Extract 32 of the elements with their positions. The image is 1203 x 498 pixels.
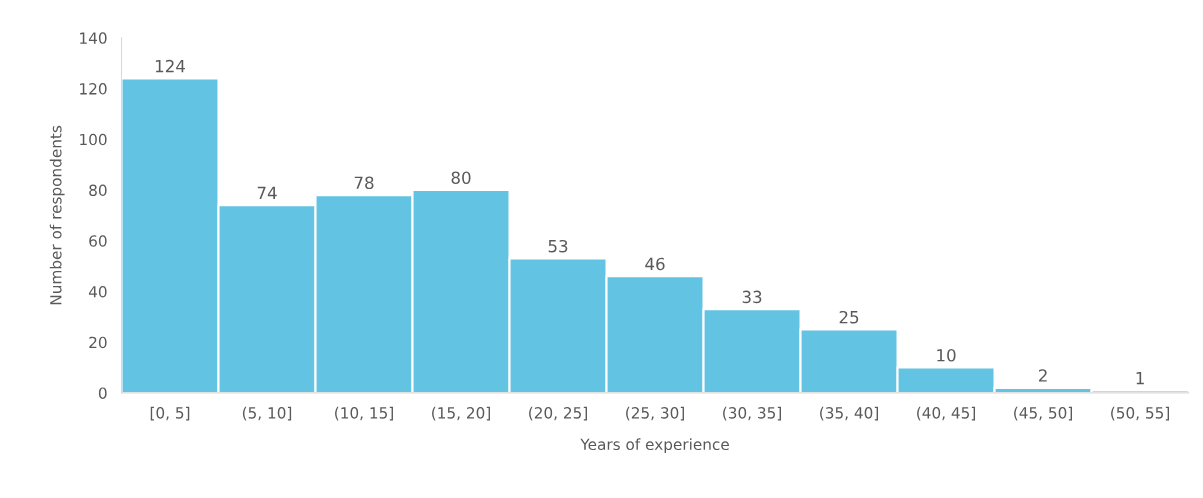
x-tick-label: [0, 5]: [150, 406, 190, 421]
data-label: 53: [548, 239, 568, 253]
x-tick-label: (30, 35]: [723, 406, 781, 421]
data-label: 33: [742, 290, 762, 304]
data-label: 2: [1038, 369, 1047, 382]
x-tick-label: (35, 40]: [820, 406, 878, 421]
data-label: 74: [257, 186, 277, 199]
x-axis-title: Years of experience: [580, 438, 729, 454]
x-tick-label: (15, 20]: [432, 406, 490, 421]
y-tick-label: 120: [80, 83, 107, 95]
x-tick-label: (40, 45]: [917, 406, 975, 421]
data-label: 10: [937, 348, 956, 362]
data-label: 78: [354, 176, 374, 190]
data-label: 46: [645, 257, 665, 271]
y-tick-label: 60: [89, 235, 107, 247]
data-label: 80: [451, 171, 471, 185]
y-tick-label: 140: [80, 32, 107, 44]
data-label: 1: [1136, 371, 1144, 385]
x-tick-label: (10, 15]: [335, 406, 393, 421]
data-label: 25: [839, 310, 859, 324]
y-tick-label: 0: [98, 387, 107, 399]
y-tick-label: 20: [89, 336, 107, 349]
data-label: 124: [155, 59, 185, 73]
y-tick-label: 100: [80, 133, 107, 146]
x-tick-label: (25, 30]: [626, 406, 684, 421]
y-axis-title: Number of respondents: [49, 125, 65, 305]
x-tick-label: (5, 10]: [242, 406, 292, 421]
x-tick-label: (20, 25]: [529, 406, 587, 421]
x-tick-label: (50, 55]: [1111, 406, 1170, 421]
y-tick-label: 80: [89, 184, 107, 197]
y-tick-label: 40: [88, 285, 107, 298]
x-tick-label: (45, 50]: [1014, 406, 1072, 421]
